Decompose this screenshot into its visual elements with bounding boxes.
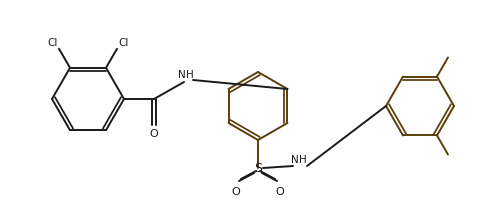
Text: O: O [231, 187, 240, 197]
Text: H: H [186, 70, 194, 80]
Text: N: N [178, 70, 186, 80]
Text: Cl: Cl [48, 38, 58, 48]
Text: O: O [276, 187, 285, 197]
Text: Cl: Cl [118, 38, 128, 48]
Text: H: H [299, 155, 307, 165]
Text: O: O [150, 129, 158, 139]
Text: S: S [254, 161, 262, 174]
Text: N: N [291, 155, 299, 165]
